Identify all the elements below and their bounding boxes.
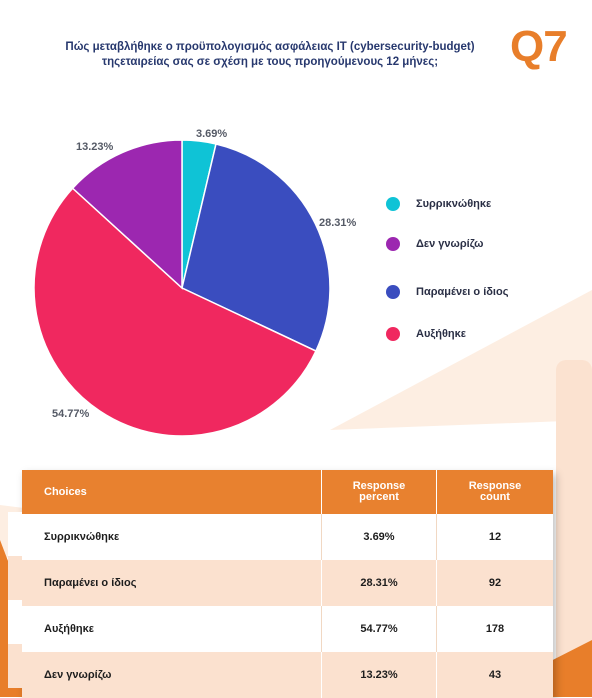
pie-label-unknown: 13.23% <box>76 141 114 153</box>
table-row: Αυξήθηκε 54.77% 178 <box>22 606 553 652</box>
cell-percent: 28.31% <box>321 560 437 606</box>
header-count-line1: Response <box>468 480 522 492</box>
table-row: Συρρικνώθηκε 3.69% 12 <box>22 514 553 560</box>
pie-slice-increased <box>33 187 317 437</box>
legend-dot-same <box>386 285 400 299</box>
legend-label-same: Παραμένει ο ίδιος <box>416 286 509 298</box>
header-response-percent: Response percent <box>321 470 437 514</box>
cell-percent: 54.77% <box>321 606 437 652</box>
header-count-line2: count <box>480 491 510 503</box>
pie-slice-unknown <box>71 139 183 290</box>
legend-label-shrunk: Συρρικνώθηκε <box>416 198 492 210</box>
table-row: Παραμένει ο ίδιος 28.31% 92 <box>22 560 553 606</box>
pie-label-same: 28.31% <box>319 217 357 229</box>
table-accent-row3 <box>8 600 22 644</box>
table-accent-row4 <box>8 644 22 688</box>
table-header-row: Choices Response percent Response count <box>22 470 553 514</box>
header-percent-line2: percent <box>359 491 399 503</box>
cell-count: 43 <box>436 652 553 698</box>
header-response-count: Response count <box>436 470 553 514</box>
question-title-line1: Πώς μεταβλήθηκε ο προϋπολογισμός ασφάλει… <box>65 41 475 53</box>
cell-choice: Αυξήθηκε <box>22 606 322 652</box>
legend-label-unknown: Δεν γνωρίζω <box>416 238 484 250</box>
cell-count: 92 <box>436 560 553 606</box>
table-accent-row2 <box>8 556 22 600</box>
cell-choice: Δεν γνωρίζω <box>22 652 322 698</box>
pie-label-shrunk: 3.69% <box>196 128 228 140</box>
header-choices: Choices <box>22 470 322 514</box>
cell-percent: 3.69% <box>321 514 437 560</box>
cell-choice: Παραμένει ο ίδιος <box>22 560 322 606</box>
legend-label-increased: Αυξήθηκε <box>416 328 466 340</box>
pie-slice-same <box>181 143 331 353</box>
cell-count: 178 <box>436 606 553 652</box>
legend-dot-shrunk <box>386 197 400 211</box>
table-accent-row1 <box>8 512 22 556</box>
bg-right-card <box>556 360 592 697</box>
pie-label-increased: 54.77% <box>52 408 90 420</box>
legend-dot-unknown <box>386 237 400 251</box>
pie-chart <box>33 139 331 437</box>
question-title-line2: τηςεταιρείας σας σε σχέση με τους προηγο… <box>101 56 439 68</box>
header-percent-line1: Response <box>352 480 406 492</box>
results-table-container: Choices Response percent Response count … <box>8 470 553 698</box>
legend-dot-increased <box>386 327 400 341</box>
question-title: Πώς μεταβλήθηκε ο προϋπολογισμός ασφάλει… <box>40 40 500 70</box>
cell-count: 12 <box>436 514 553 560</box>
results-table: Choices Response percent Response count … <box>22 470 553 698</box>
bg-peach-band <box>330 290 592 430</box>
cell-percent: 13.23% <box>321 652 437 698</box>
cell-choice: Συρρικνώθηκε <box>22 514 322 560</box>
table-row: Δεν γνωρίζω 13.23% 43 <box>22 652 553 698</box>
question-number: Q7 <box>510 22 568 71</box>
